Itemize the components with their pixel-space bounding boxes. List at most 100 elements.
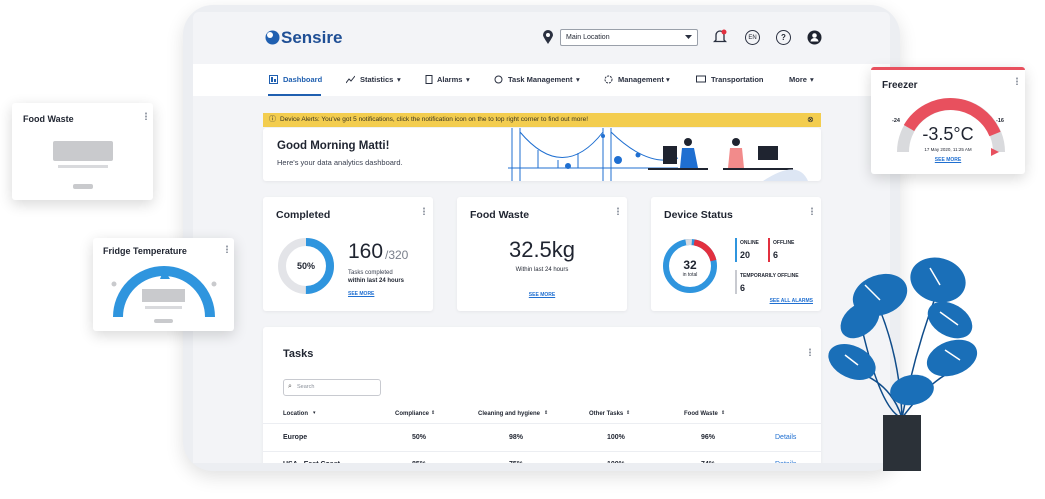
row-value: 75% (509, 461, 523, 463)
nav-item[interactable]: More (789, 75, 807, 84)
column-header[interactable]: Cleaning and hygiene (478, 411, 541, 417)
see-more-link[interactable]: SEE MORE (528, 292, 556, 298)
nav-icon (696, 75, 706, 83)
row-value: 100% (607, 434, 625, 441)
nav-item[interactable]: Transportation (711, 75, 764, 84)
sort-icon: ⇕ (626, 410, 631, 416)
card-menu[interactable] (809, 348, 811, 356)
row-value: 74% (701, 461, 715, 463)
language-button[interactable]: EN (745, 30, 760, 45)
nav-bar (193, 64, 890, 96)
widget-title: Fridge Temperature (103, 246, 187, 256)
row-divider (263, 423, 821, 424)
placeholder (154, 319, 173, 323)
nav-item[interactable]: Task Management (508, 75, 573, 84)
completed-percent: 50% (296, 261, 315, 271)
column-header[interactable]: Compliance (395, 411, 430, 417)
alert-bar: ⓘ Device Alerts: You've got 5 notificati… (263, 113, 821, 127)
plant-pot (883, 415, 921, 471)
placeholder (145, 306, 182, 309)
location-pin (543, 30, 553, 44)
fridge-widget: Fridge Temperature (93, 238, 234, 331)
nav-item[interactable]: Statistics (360, 75, 394, 84)
search-icon: ⌕ (288, 383, 292, 390)
screen: Sensire Main Location EN ? Dashboard Sta… (193, 12, 890, 463)
alert-close[interactable]: ⊗ (807, 114, 814, 124)
row-value: 98% (509, 434, 524, 441)
see-all-alarms-link[interactable]: SEE ALL ALARMS (769, 298, 813, 304)
card-menu[interactable] (811, 207, 813, 215)
logo: Sensire (281, 28, 343, 47)
greeting-illustration (508, 128, 808, 181)
plant-decoration (828, 257, 978, 471)
temp-bar (735, 270, 737, 294)
widget-title: Freezer (882, 80, 918, 91)
logo-icon (265, 30, 280, 45)
alert-text: Device Alerts: You've got 5 notification… (280, 115, 588, 123)
freezer-widget: Freezer -3.5°C -24 -16 17 May 2020, 11:2… (871, 67, 1025, 174)
user-avatar[interactable] (807, 30, 822, 45)
row-value: 96% (701, 434, 716, 441)
completed-caption: Tasks completed (348, 270, 393, 276)
freezer-min: -24 (892, 118, 900, 124)
details-link[interactable]: Details (775, 434, 797, 441)
nav-icon (346, 75, 355, 84)
freezer-timestamp: 17 May 2020, 11:25 AM (924, 147, 972, 152)
nav-item[interactable]: Alarms (437, 75, 463, 84)
tasks-card: Tasks ⌕ Search Location Compliance Clean… (263, 327, 821, 463)
widget-menu[interactable] (1016, 77, 1018, 85)
fridge-gauge (111, 266, 217, 318)
column-header[interactable]: Other Tasks (589, 411, 624, 417)
offline-count: 6 (773, 250, 779, 260)
nav-item[interactable]: Dashboard (283, 75, 323, 84)
sort-icon: ▾ (313, 410, 316, 416)
location-value: Main Location (566, 34, 610, 41)
nav-item[interactable]: Management (618, 75, 664, 84)
device-status-card: Device Status 32 in total ONLINE 20 OFFL… (651, 197, 821, 311)
food-waste-caption: Within last 24 hours (515, 267, 569, 273)
widget-menu[interactable] (145, 112, 147, 120)
card-menu[interactable] (423, 207, 425, 215)
row-value: 85% (412, 461, 426, 463)
freezer-max: -16 (996, 118, 1004, 124)
row-value: 50% (412, 434, 427, 441)
placeholder (142, 289, 185, 302)
completed-done: 160 (348, 240, 384, 263)
card-menu[interactable] (617, 207, 619, 215)
online-bar (735, 238, 737, 262)
sort-icon: ⇕ (431, 410, 436, 416)
widget-menu[interactable] (226, 245, 228, 253)
freezer-value: -3.5°C (922, 124, 974, 144)
completed-total: /320 (385, 248, 409, 262)
search-placeholder: Search (297, 384, 315, 390)
dropdown-caret: ▾ (397, 75, 401, 84)
online-label: ONLINE (740, 240, 759, 246)
details-link[interactable]: Details (775, 461, 796, 463)
see-more-link[interactable]: SEE MORE (348, 291, 375, 297)
dropdown-caret: ▾ (666, 75, 670, 84)
notification-bell[interactable] (713, 29, 727, 45)
search-box[interactable]: ⌕ Search (283, 379, 381, 396)
food-waste-widget: Food Waste (12, 103, 153, 200)
food-waste-value: 32.5kg (508, 237, 576, 262)
completed-donut (278, 238, 334, 294)
row-divider (263, 451, 821, 452)
temp-count: 6 (740, 283, 746, 293)
nav-active-indicator (268, 94, 321, 96)
see-more-link[interactable]: SEE MORE (934, 157, 962, 163)
dropdown-caret: ▾ (576, 75, 580, 84)
column-header[interactable]: Location (283, 411, 308, 417)
sort-icon: ⇕ (544, 410, 549, 416)
select-arrow (685, 35, 692, 39)
completed-period: within last 24 hours (348, 278, 405, 284)
column-header[interactable]: Food Waste (684, 411, 718, 417)
alert-icon: ⓘ (269, 116, 276, 123)
location-select[interactable]: Main Location (560, 29, 698, 46)
card-title: Device Status (664, 209, 733, 221)
nav-icon (425, 75, 433, 84)
completed-card: Completed 50% 160 /320 Tasks completed w… (263, 197, 433, 311)
food-waste-card: Food Waste 32.5kg Within last 24 hours S… (457, 197, 627, 311)
help-button[interactable]: ? (776, 30, 791, 45)
card-title: Completed (276, 209, 331, 221)
